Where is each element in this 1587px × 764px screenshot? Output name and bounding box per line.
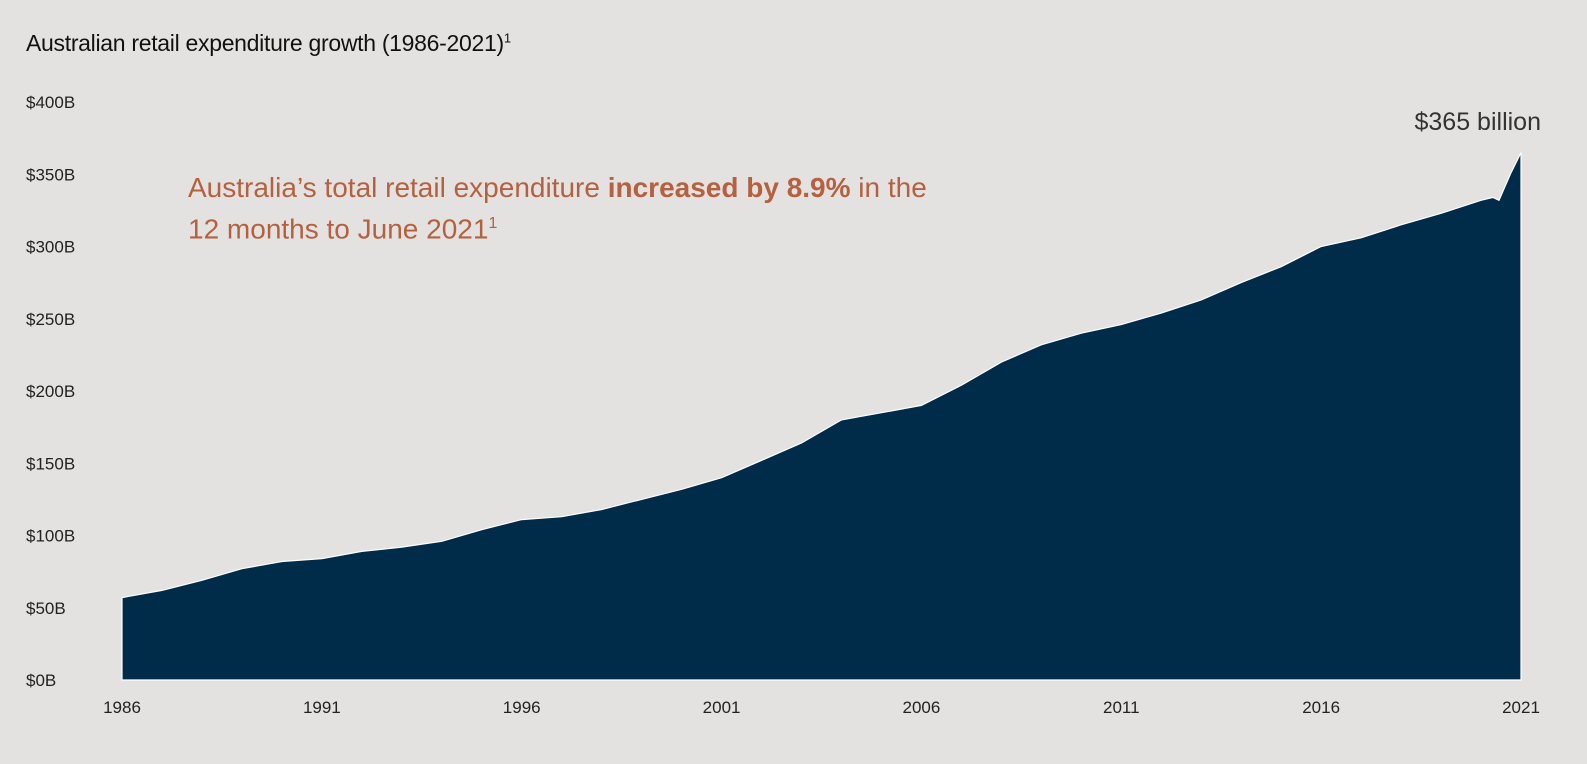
annotation-highlight: increased by 8.9% <box>607 172 851 203</box>
annotation-footnote: 1 <box>488 215 498 232</box>
y-tick-label: $100B <box>26 527 75 546</box>
x-tick-label: 2001 <box>703 698 741 717</box>
area-series <box>121 152 1522 681</box>
x-tick-label: 1986 <box>103 698 141 717</box>
x-tick-label: 2006 <box>903 698 941 717</box>
chart-title: Australian retail expenditure growth (19… <box>26 30 511 57</box>
annotation: Australia’s total retail expenditure inc… <box>188 170 1148 247</box>
x-tick-label: 1991 <box>303 698 341 717</box>
x-tick-label: 2016 <box>1302 698 1340 717</box>
end-value-label: $365 billion <box>1414 108 1542 136</box>
y-tick-label: $350B <box>26 165 75 184</box>
footnote-marker: 1 <box>503 30 511 46</box>
y-tick-label: $250B <box>26 310 75 329</box>
annotation-line2: 12 months to June 2021 <box>188 213 489 245</box>
y-tick-label: $400B <box>26 93 75 112</box>
chart-title-text: Australian retail expenditure growth (19… <box>26 30 504 56</box>
y-tick-label: $0B <box>26 671 56 690</box>
x-tick-label: 1996 <box>503 698 541 717</box>
y-tick-label: $150B <box>26 454 75 473</box>
y-tick-label: $200B <box>26 382 75 401</box>
x-tick-label: 2021 <box>1502 698 1540 717</box>
annotation-text: Australia’s total retail expenditure <box>188 172 608 203</box>
annotation-text-end: in the <box>850 172 927 203</box>
y-tick-label: $50B <box>26 599 66 618</box>
x-tick-label: 2011 <box>1103 698 1140 717</box>
y-tick-label: $300B <box>26 238 75 257</box>
